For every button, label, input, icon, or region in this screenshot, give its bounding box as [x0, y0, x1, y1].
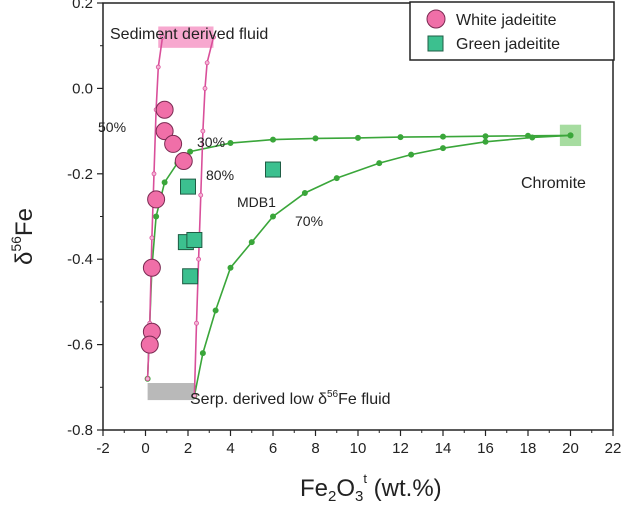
- mixing-curves: [144, 34, 574, 399]
- curve-node-1-12: [529, 134, 536, 141]
- curve-node-3-6: [204, 60, 210, 66]
- x-tick-label: 4: [226, 440, 234, 457]
- y-tick-label: -0.8: [67, 422, 93, 439]
- curve-node-1-7: [333, 175, 340, 182]
- y-tick-label: -0.2: [67, 166, 93, 183]
- legend-box: [409, 1, 615, 61]
- mdb1-label: MDB1: [237, 194, 276, 210]
- curve-node-0-6: [227, 140, 234, 147]
- x-tick-label: 20: [562, 440, 579, 457]
- curve-node-0-12: [482, 133, 489, 140]
- curve-node-0-11: [439, 133, 446, 140]
- end-member-box-1: [147, 383, 195, 401]
- mixing-curve-1: [193, 134, 571, 396]
- curve-node-1-1: [199, 350, 206, 357]
- curve-node-1-11: [482, 138, 489, 145]
- legend-marker-white-jadeitite: [426, 9, 446, 29]
- curve-node-0-3: [161, 179, 168, 186]
- curve-node-3-1: [194, 320, 199, 326]
- curve-node-3-5: [202, 86, 208, 91]
- x-tick-label: 12: [392, 440, 409, 457]
- x-tick-label: 0: [141, 440, 149, 457]
- green-jadeitite-point: [182, 268, 199, 285]
- percent-label-70: 70%: [295, 213, 323, 229]
- curve-node-1-10: [439, 145, 446, 152]
- curve-node-0-8: [312, 135, 319, 142]
- y-tick-label: -0.6: [67, 337, 93, 354]
- data-markers: [140, 100, 281, 354]
- curve-node-3-3: [198, 192, 204, 198]
- x-axis-ticks: -2 0 2 4 6 8 10 12 14 16 18 20 22: [96, 430, 621, 457]
- x-tick-label: 14: [435, 440, 452, 457]
- curve-node-0-5: [187, 148, 194, 155]
- y-tick-label: -0.4: [67, 251, 93, 268]
- percent-label-30: 30%: [197, 134, 225, 150]
- curve-node-3-7: [211, 34, 216, 40]
- white-jadeitite-point: [147, 190, 166, 209]
- white-jadeitite-point: [155, 100, 174, 119]
- y-axis-ticks: 0.2 0.0 -0.2 -0.4 -0.6 -0.8: [67, 0, 103, 439]
- percent-label-80: 80%: [206, 167, 234, 183]
- curve-node-0-10: [397, 134, 404, 141]
- y-tick-label: 0.2: [72, 0, 93, 12]
- curve-node-0-2: [153, 213, 160, 220]
- serp-fluid-label: Serp. derived low δ56Fe fluid: [190, 389, 391, 408]
- curve-node-0-9: [354, 134, 361, 141]
- curve-node-1-6: [301, 190, 308, 197]
- curve-node-3-0: [191, 393, 197, 399]
- end-member-layer: [147, 26, 582, 401]
- sediment-fluid-label: Sediment derived fluid: [110, 26, 268, 43]
- curve-node-3-4: [200, 128, 206, 134]
- x-axis-title: Fe2O3t (wt.%): [300, 471, 442, 505]
- x-tick-label: 10: [350, 440, 367, 457]
- curve-node-2-2: [149, 235, 155, 241]
- white-jadeitite-point: [140, 335, 159, 354]
- white-jadeitite-point: [164, 134, 183, 153]
- white-jadeitite-point: [155, 122, 174, 141]
- x-tick-label: 8: [311, 440, 319, 457]
- curve-node-3-2: [196, 256, 202, 262]
- y-tick-label: 0.0: [72, 80, 93, 97]
- curve-node-1-3: [227, 264, 234, 271]
- white-jadeitite-point: [142, 258, 161, 277]
- y-axis-title: δ56Fe: [8, 208, 38, 265]
- curve-node-0-7: [269, 136, 276, 143]
- x-tick-label: 18: [520, 440, 537, 457]
- end-member-box-0: [158, 26, 214, 48]
- legend-label-white-jadeitite: White jadeitite: [456, 12, 557, 29]
- x-tick-label: 2: [184, 440, 192, 457]
- curve-node-2-6: [160, 34, 165, 40]
- mixing-curve-3: [193, 37, 215, 396]
- curve-node-1-5: [269, 213, 276, 220]
- green-jadeitite-point: [265, 161, 281, 178]
- curve-node-2-5: [155, 64, 161, 70]
- curve-node-1-8: [376, 160, 383, 167]
- chromite-label: Chromite: [521, 175, 586, 192]
- curve-node-2-0: [145, 376, 151, 382]
- x-tick-label: 22: [605, 440, 622, 457]
- curve-node-1-4: [248, 239, 255, 246]
- green-jadeitite-point: [180, 178, 196, 195]
- x-tick-label: -2: [96, 440, 109, 457]
- curve-node-1-2: [212, 307, 219, 314]
- percent-label-50: 50%: [98, 119, 126, 135]
- x-tick-label: 6: [269, 440, 277, 457]
- legend-label-green-jadeitite: Green jadeitite: [456, 36, 560, 53]
- curve-node-1-13: [567, 132, 574, 139]
- curve-node-1-9: [408, 151, 415, 158]
- white-jadeitite-point: [174, 151, 193, 170]
- plot-frame: [102, 2, 614, 431]
- x-tick-label: 16: [477, 440, 494, 457]
- legend: White jadeitite Green jadeitite: [409, 1, 615, 61]
- green-jadeitite-point: [186, 231, 203, 248]
- legend-marker-green-jadeitite: [427, 35, 444, 52]
- curve-node-2-3: [151, 171, 157, 177]
